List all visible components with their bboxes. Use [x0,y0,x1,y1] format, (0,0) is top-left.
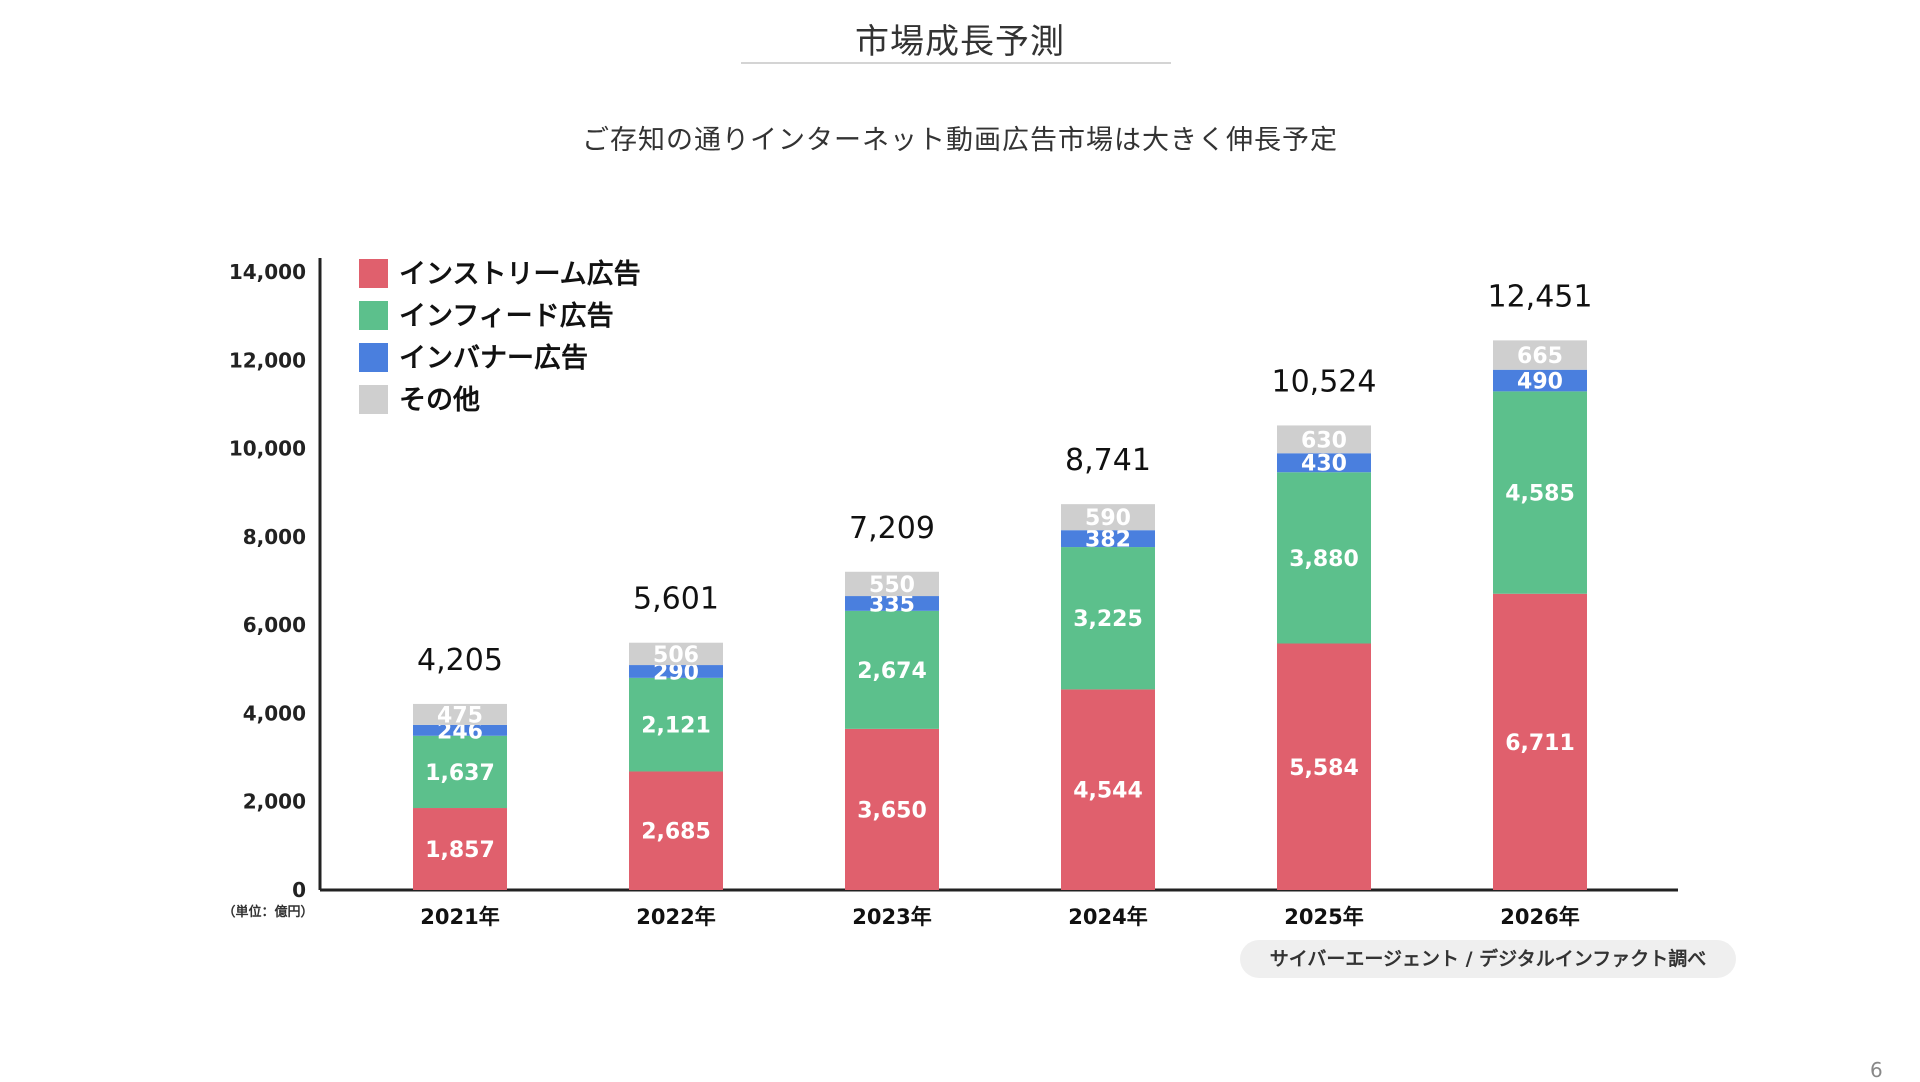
bar-total-label: 12,451 [1488,279,1593,314]
legend-label: インバナー広告 [399,342,588,374]
bar-total-label: 4,205 [417,643,503,678]
slide-subtitle: ご存知の通りインターネット動画広告市場は大きく伸長予定 [582,125,1338,156]
x-tick-label: 2023年 [852,905,931,929]
bar-segment [845,728,939,890]
bar-value-label: 2,674 [857,659,927,684]
bar-value-label: 382 [1085,528,1131,553]
bar-segment [413,703,507,725]
y-tick-label: 0 [292,878,306,902]
bar-segment [845,596,939,611]
bar-value-label: 590 [1085,506,1131,531]
title-divider [741,62,1171,64]
bar-segment [1277,643,1371,890]
bar-segment [1493,340,1587,370]
page-number: 6 [1870,1058,1883,1082]
bar-total-label: 7,209 [849,511,935,546]
bar-segment [1493,369,1587,392]
legend-label: インフィード広告 [399,300,614,332]
bar-value-label: 4,585 [1505,482,1575,507]
y-tick-label: 6,000 [243,613,306,637]
bar-value-label: 3,650 [857,798,927,823]
slide-title: 市場成長予測 [855,22,1065,62]
bar-value-label: 3,225 [1073,607,1143,632]
bar-value-label: 6,711 [1505,731,1575,756]
bar-segment [845,571,939,597]
x-tick-label: 2022年 [636,905,715,929]
y-tick-label: 8,000 [243,525,306,549]
bar-total-label: 8,741 [1065,443,1151,478]
bar-value-label: 1,637 [425,761,495,786]
y-tick-label: 4,000 [243,701,306,725]
source-badge: サイバーエージェント / デジタルインファクト調べ [1240,940,1736,978]
bar-value-label: 475 [437,703,483,728]
bar-total-label: 5,601 [633,582,719,617]
unit-label: （単位：億円） [222,904,313,920]
legend-swatch [359,259,388,288]
bar-total-label: 10,524 [1272,364,1377,399]
bar-value-label: 3,880 [1289,547,1359,572]
legend-swatch [359,343,388,372]
x-tick-label: 2021年 [420,905,499,929]
legend-swatch [359,301,388,330]
bar-value-label: 665 [1517,344,1563,369]
bar-segment [1061,530,1155,548]
y-tick-label: 12,000 [229,348,306,372]
legend-swatch [359,385,388,414]
legend-label: インストリーム広告 [399,258,641,290]
bar-segment [1277,453,1371,473]
x-tick-label: 2024年 [1068,905,1147,929]
bar-value-label: 4,544 [1073,779,1143,804]
bar-segment [1493,593,1587,890]
bar-value-label: 630 [1301,428,1347,453]
bar-segment [413,808,507,890]
y-tick-label: 2,000 [243,790,306,814]
bar-value-label: 506 [653,643,699,668]
bar-value-label: 430 [1301,452,1347,477]
bar-segment [1061,547,1155,690]
bar-segment [413,735,507,809]
bar-value-label: 335 [869,592,915,617]
x-tick-label: 2025年 [1284,905,1363,929]
x-tick-label: 2026年 [1500,905,1579,929]
bar-value-label: 5,584 [1289,756,1359,781]
bar-value-label: 490 [1517,370,1563,395]
bar-segment [1277,472,1371,644]
bar-segment [629,677,723,772]
y-tick-label: 10,000 [229,437,306,461]
bar-segment [629,665,723,678]
bar-segment [1061,689,1155,890]
bar-value-label: 550 [869,573,915,598]
bar-value-label: 1,857 [425,838,495,863]
bar-segment [1277,425,1371,454]
bar-segment [1493,391,1587,594]
bar-segment [1061,504,1155,531]
bar-segment [413,724,507,736]
bar-value-label: 2,685 [641,820,711,845]
y-tick-label: 14,000 [229,260,306,284]
bar-segment [629,771,723,890]
bar-value-label: 2,121 [641,714,711,739]
bar-segment [629,642,723,666]
legend-label: その他 [399,385,480,416]
bar-segment [845,610,939,729]
